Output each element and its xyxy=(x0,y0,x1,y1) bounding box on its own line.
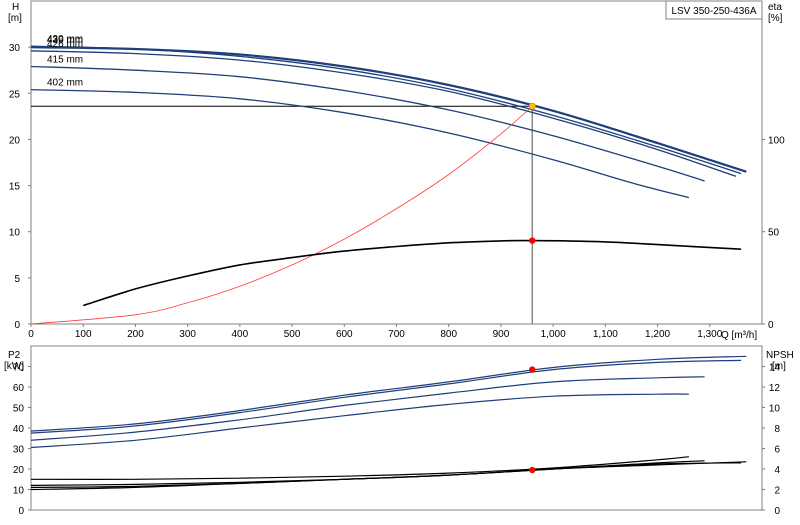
eta-tick-label: 50 xyxy=(768,228,780,239)
x-tick-label: 500 xyxy=(284,329,301,340)
npsh-tick-label: 6 xyxy=(774,445,780,456)
x-tick-label: 300 xyxy=(179,329,196,340)
power-axis-unit: [kW] xyxy=(4,361,24,372)
npsh-tick-label: 0 xyxy=(774,506,780,517)
head-curve-label: 415 mm xyxy=(47,55,83,66)
power-tick-label: 60 xyxy=(13,383,25,394)
power-tick-label: 20 xyxy=(13,465,25,476)
head-curve xyxy=(30,46,747,173)
npsh-tick-label: 10 xyxy=(769,404,781,415)
head-curve xyxy=(30,88,690,199)
head-axis-title: H xyxy=(12,2,19,13)
power-tick-label: 40 xyxy=(13,424,25,435)
head-axis-unit: [m] xyxy=(8,13,22,24)
head-curve-label: 436 mm xyxy=(47,35,83,46)
efficiency-point xyxy=(529,237,536,244)
power-tick-label: 30 xyxy=(13,445,25,456)
power-tick-label: 10 xyxy=(13,486,25,497)
x-tick-label: 1,100 xyxy=(593,329,618,340)
x-tick-label: 0 xyxy=(28,329,34,340)
chart-title: LSV 350-250-436A xyxy=(671,6,756,17)
x-tick-label: 800 xyxy=(440,329,457,340)
x-tick-label: 200 xyxy=(127,329,144,340)
x-tick-label: 600 xyxy=(336,329,353,340)
eta-tick-label: 100 xyxy=(768,135,785,146)
npsh-axis-title: NPSH xyxy=(766,350,794,361)
head-tick-label: 10 xyxy=(9,228,21,239)
power-point xyxy=(529,366,536,373)
power-curve xyxy=(30,376,705,441)
power-axis-title: P2 xyxy=(8,350,21,361)
flow-axis-title: Q [m³/h] xyxy=(721,330,757,341)
duty-point xyxy=(528,102,536,110)
head-tick-label: 30 xyxy=(9,43,21,54)
x-tick-label: 100 xyxy=(75,329,92,340)
eta-axis-unit: [%] xyxy=(768,13,783,24)
system-curve xyxy=(30,105,533,325)
power-tick-label: 0 xyxy=(18,506,24,517)
eta-axis-title: eta xyxy=(768,2,782,13)
npsh-curve xyxy=(30,456,689,480)
x-tick-label: 700 xyxy=(388,329,405,340)
npsh-tick-label: 2 xyxy=(774,486,780,497)
axes: 0 100 200 300 400 500 600 700 800 900 1,000 1,100 1,… xyxy=(9,43,785,517)
efficiency-curve xyxy=(82,239,742,307)
power-curve xyxy=(30,393,689,449)
head-curve-label: 430 mm xyxy=(47,34,83,45)
head-curve-label: 402 mm xyxy=(47,78,83,89)
head-tick-label: 25 xyxy=(9,89,21,100)
head-tick-label: 0 xyxy=(14,320,20,331)
head-curve xyxy=(30,50,737,177)
head-tick-label: 5 xyxy=(14,274,20,285)
npsh-curve xyxy=(30,460,705,486)
title-box: LSV 350-250-436A xyxy=(665,0,763,20)
npsh-axis-unit: [m] xyxy=(772,361,786,372)
x-tick-label: 1,300 xyxy=(697,329,722,340)
x-tick-label: 400 xyxy=(232,329,249,340)
head-tick-label: 20 xyxy=(9,135,21,146)
npsh-point xyxy=(529,466,536,474)
head-curve xyxy=(30,65,705,182)
npsh-tick-label: 4 xyxy=(774,465,780,476)
x-tick-label: 1,200 xyxy=(645,329,670,340)
power-tick-label: 50 xyxy=(13,404,25,415)
x-tick-label: 900 xyxy=(493,329,510,340)
head-curve-label: 426 mm xyxy=(47,39,83,50)
power-curve xyxy=(30,359,742,434)
power-panel xyxy=(30,345,763,511)
x-tick-label: 1,000 xyxy=(541,329,566,340)
npsh-tick-label: 12 xyxy=(769,383,781,394)
power-curve xyxy=(30,355,747,432)
npsh-tick-label: 8 xyxy=(774,424,780,435)
npsh-tick-label: 14 xyxy=(769,363,781,374)
eta-tick-label: 0 xyxy=(768,320,774,331)
power-tick-label: 70 xyxy=(13,363,25,374)
head-tick-label: 15 xyxy=(9,182,21,193)
